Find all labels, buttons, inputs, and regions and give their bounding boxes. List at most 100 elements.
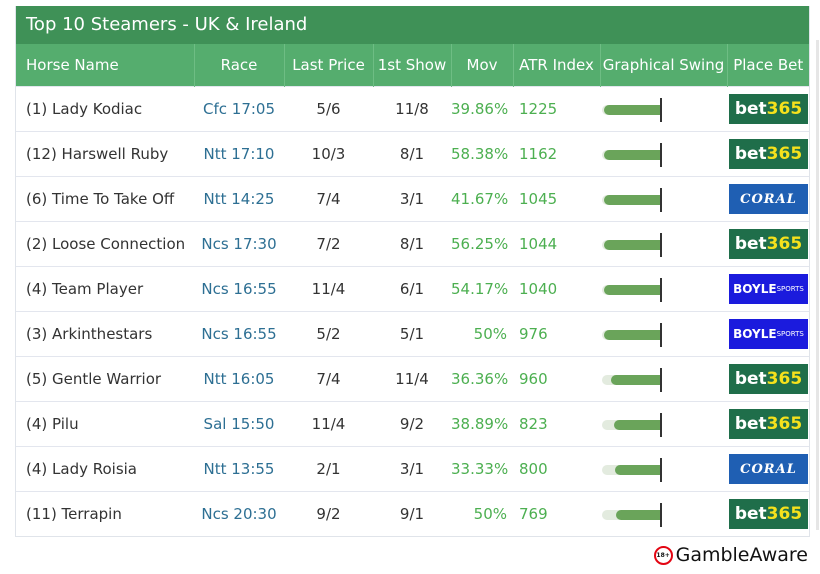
table-row: (4) Lady Roisia Ntt 13:55 2/1 3/1 33.33%…	[16, 446, 809, 492]
table-row: (3) Arkinthestars Ncs 16:55 5/2 5/1 50% …	[16, 311, 809, 357]
race-link[interactable]: Ntt 14:25	[194, 176, 284, 222]
last-price: 11/4	[284, 401, 373, 447]
logo-text: SPORTS	[776, 330, 804, 338]
movement: 38.89%	[451, 401, 513, 447]
horse-name: (6) Time To Take Off	[16, 176, 194, 222]
table-header-row: Horse Name Race Last Price 1st Show Mov ATR I…	[16, 44, 809, 87]
first-show: 11/4	[373, 356, 451, 402]
first-show: 8/1	[373, 131, 451, 177]
swing-bar	[602, 143, 662, 167]
atr-index: 823	[513, 401, 600, 447]
race-link[interactable]: Ncs 16:55	[194, 266, 284, 312]
race-link[interactable]: Ncs 17:30	[194, 221, 284, 267]
last-price: 2/1	[284, 446, 373, 492]
bet365-button[interactable]: bet 365	[729, 409, 808, 439]
column-header: Place Bet	[726, 44, 809, 87]
column-header: Mov	[450, 44, 513, 87]
boylesports-button[interactable]: BOYLE SPORTS	[729, 319, 808, 349]
logo-text: 365	[766, 144, 803, 164]
horse-name: (4) Team Player	[16, 266, 194, 312]
swing-marker	[660, 323, 662, 347]
column-header: ATR Index	[512, 44, 600, 87]
place-bet-cell: BOYLE SPORTS	[727, 311, 809, 357]
boylesports-button[interactable]: BOYLE SPORTS	[729, 274, 808, 304]
logo-text: CORAL	[740, 461, 797, 477]
race-link[interactable]: Ncs 20:30	[194, 491, 284, 536]
bet365-button[interactable]: bet 365	[729, 94, 808, 124]
logo-text: CORAL	[740, 191, 797, 207]
atr-index: 1162	[513, 131, 600, 177]
swing-marker	[660, 233, 662, 257]
swing-fill	[615, 465, 660, 475]
atr-index: 976	[513, 311, 600, 357]
last-price: 9/2	[284, 491, 373, 536]
place-bet-cell: CORAL	[727, 176, 809, 222]
race-link[interactable]: Ncs 16:55	[194, 311, 284, 357]
table-row: (2) Loose Connection Ncs 17:30 7/2 8/1 5…	[16, 221, 809, 267]
first-show: 9/1	[373, 491, 451, 536]
coral-button[interactable]: CORAL	[729, 184, 808, 214]
swing-bar	[602, 233, 662, 257]
place-bet-cell: bet 365	[727, 221, 809, 267]
horse-name: (12) Harswell Ruby	[16, 131, 194, 177]
swing-fill	[614, 420, 660, 430]
bet365-button[interactable]: bet 365	[729, 364, 808, 394]
atr-index: 1045	[513, 176, 600, 222]
horse-name: (5) Gentle Warrior	[16, 356, 194, 402]
movement: 56.25%	[451, 221, 513, 267]
swing-fill	[604, 330, 660, 340]
swing-fill	[604, 195, 660, 205]
last-price: 7/4	[284, 176, 373, 222]
column-header: Horse Name	[16, 44, 194, 87]
bet365-button[interactable]: bet 365	[729, 139, 808, 169]
first-show: 5/1	[373, 311, 451, 357]
horse-name: (3) Arkinthestars	[16, 311, 194, 357]
age-18-icon: 18+	[653, 545, 673, 565]
logo-text: bet	[734, 99, 767, 119]
place-bet-cell: BOYLE SPORTS	[727, 266, 809, 312]
place-bet-cell: bet 365	[727, 491, 809, 536]
swing-bar	[602, 368, 662, 392]
swing-marker	[660, 98, 662, 122]
gambleaware-logo[interactable]: 18+ GambleAware	[653, 544, 808, 566]
horse-name: (2) Loose Connection	[16, 221, 194, 267]
last-price: 11/4	[284, 266, 373, 312]
first-show: 3/1	[373, 446, 451, 492]
bet365-button[interactable]: bet 365	[729, 229, 808, 259]
column-header: 1st Show	[372, 44, 451, 87]
last-price: 7/2	[284, 221, 373, 267]
table-row: (12) Harswell Ruby Ntt 17:10 10/3 8/1 58…	[16, 131, 809, 177]
swing-bar	[602, 98, 662, 122]
first-show: 8/1	[373, 221, 451, 267]
swing-fill	[604, 105, 660, 115]
last-price: 5/2	[284, 311, 373, 357]
swing-fill	[604, 285, 660, 295]
horse-name: (1) Lady Kodiac	[16, 86, 194, 132]
place-bet-cell: CORAL	[727, 446, 809, 492]
race-link[interactable]: Ntt 17:10	[194, 131, 284, 177]
last-price: 5/6	[284, 86, 373, 132]
swing-fill	[604, 240, 660, 250]
race-link[interactable]: Cfc 17:05	[194, 86, 284, 132]
bet365-button[interactable]: bet 365	[729, 499, 808, 529]
logo-text: bet	[734, 504, 767, 524]
coral-button[interactable]: CORAL	[729, 454, 808, 484]
movement: 39.86%	[451, 86, 513, 132]
swing-bar	[602, 278, 662, 302]
logo-text: 365	[766, 234, 803, 254]
swing-bar	[602, 503, 662, 527]
swing-bar	[602, 413, 662, 437]
steamers-table-widget: Top 10 Steamers - UK & Ireland Horse Nam…	[15, 6, 810, 537]
scrollbar[interactable]	[816, 40, 819, 530]
place-bet-cell: bet 365	[727, 86, 809, 132]
logo-text: 365	[766, 504, 803, 524]
logo-text: bet	[734, 144, 767, 164]
logo-text: bet	[734, 369, 767, 389]
horse-name: (4) Pilu	[16, 401, 194, 447]
race-link[interactable]: Ntt 16:05	[194, 356, 284, 402]
swing-marker	[660, 368, 662, 392]
race-link[interactable]: Sal 15:50	[194, 401, 284, 447]
race-link[interactable]: Ntt 13:55	[194, 446, 284, 492]
swing-marker	[660, 503, 662, 527]
widget-title: Top 10 Steamers - UK & Ireland	[16, 6, 809, 44]
